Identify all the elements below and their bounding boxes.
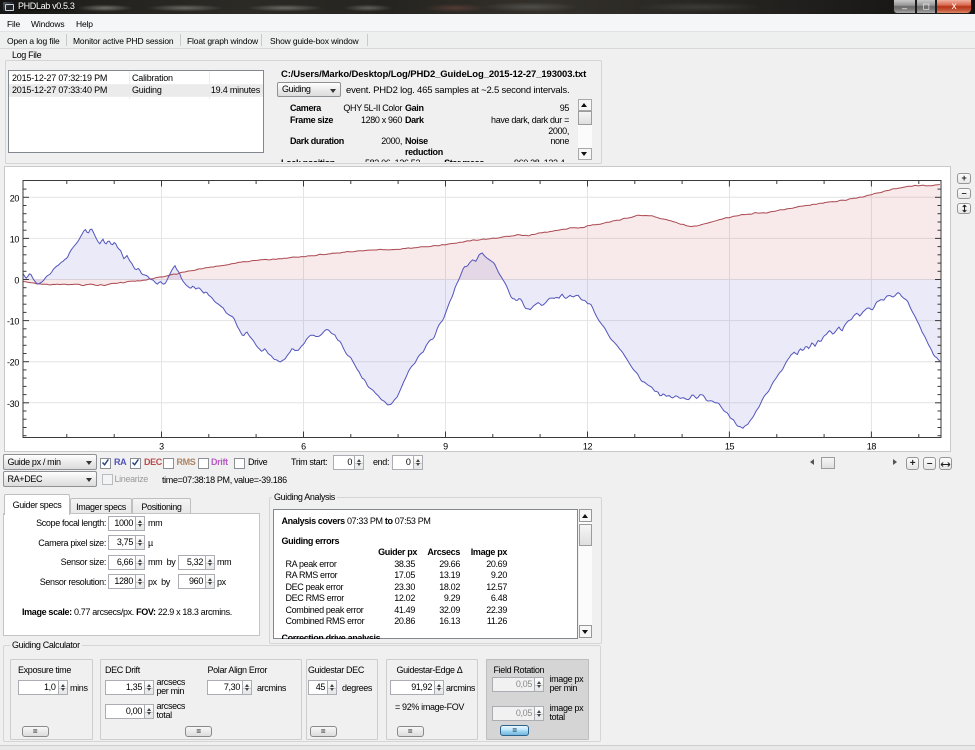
svg-text:9: 9: [443, 441, 448, 451]
svg-text:3: 3: [159, 441, 164, 451]
svg-text:18: 18: [867, 441, 877, 451]
svg-text:-20: -20: [7, 357, 19, 367]
svg-text:0: 0: [14, 275, 19, 285]
svg-text:10: 10: [10, 234, 20, 244]
svg-text:20: 20: [10, 193, 20, 203]
svg-text:15: 15: [725, 441, 735, 451]
svg-text:6: 6: [301, 441, 306, 451]
svg-text:-10: -10: [7, 316, 19, 326]
svg-text:-30: -30: [7, 398, 19, 408]
svg-text:12: 12: [583, 441, 593, 451]
